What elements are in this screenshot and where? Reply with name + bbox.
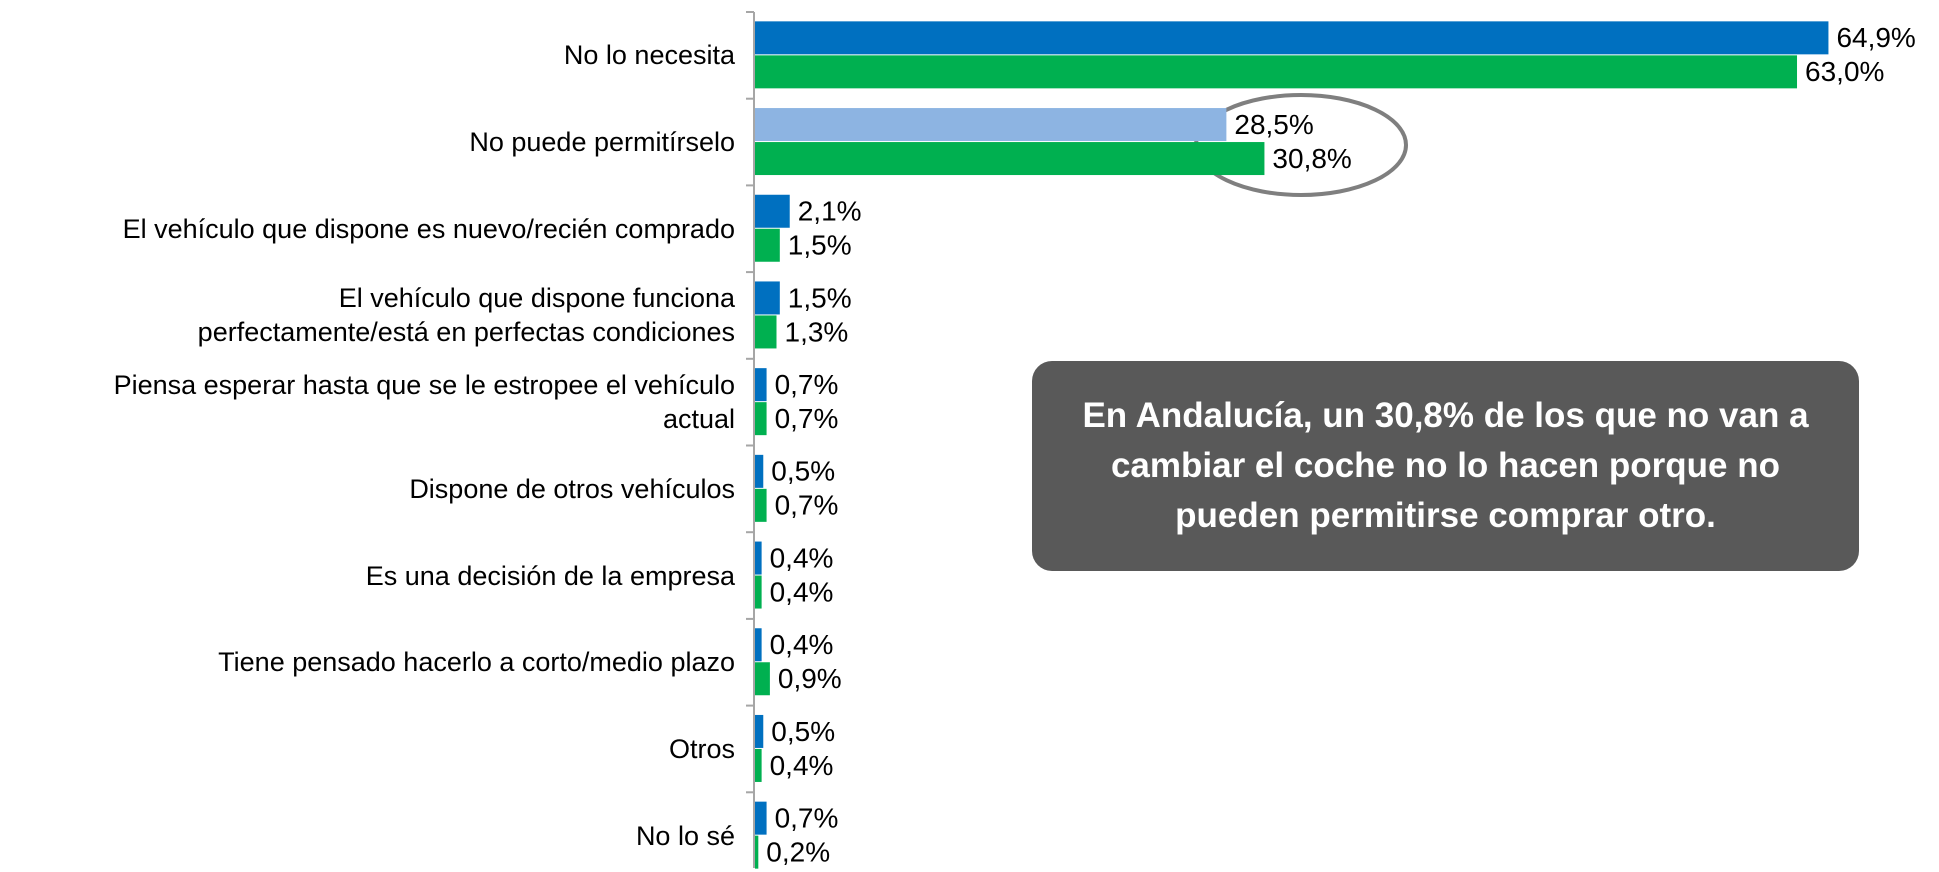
bar [755, 801, 767, 835]
bar [755, 315, 777, 349]
value-label: 0,4% [770, 750, 834, 781]
value-label: 63,0% [1805, 56, 1884, 87]
value-label: 0,7% [775, 403, 839, 434]
value-label: 64,9% [1836, 22, 1915, 53]
value-label: 0,4% [770, 629, 834, 660]
bar [755, 281, 780, 315]
category-label: Otros [668, 733, 735, 764]
value-label: 0,7% [775, 369, 839, 400]
value-label: 1,3% [785, 316, 849, 347]
bar [755, 628, 762, 662]
category-label: Dispone de otros vehículos [409, 473, 735, 504]
bar [755, 748, 762, 782]
category-label: No lo necesita [563, 40, 735, 71]
bar [755, 228, 780, 262]
bar [755, 454, 764, 488]
bar [755, 368, 767, 402]
category-label: Tiene pensado hacerlo a corto/medio plaz… [218, 647, 735, 678]
bar [755, 714, 764, 748]
bar [755, 835, 759, 869]
bar [755, 541, 762, 575]
bar [755, 488, 767, 522]
value-label: 28,5% [1234, 109, 1313, 140]
category-label: El vehículo que dispone es nuevo/recién … [122, 213, 735, 244]
value-label: 0,5% [771, 456, 835, 487]
value-label: 1,5% [788, 230, 852, 261]
bar [755, 194, 790, 228]
bar [755, 142, 1265, 176]
value-label: 0,5% [771, 716, 835, 747]
category-label: No lo sé [635, 820, 735, 851]
category-label: No puede permitírselo [469, 127, 735, 158]
category-label: Es una decisión de la empresa [365, 560, 735, 591]
value-label: 0,4% [770, 542, 834, 573]
value-label: 0,7% [775, 803, 839, 834]
bar [755, 21, 1829, 55]
category-label: El vehículo que dispone funciona perfect… [197, 283, 735, 348]
value-label: 0,9% [778, 663, 842, 694]
bar [755, 402, 767, 436]
bar [755, 575, 762, 609]
value-label: 0,4% [770, 576, 834, 607]
value-label: 0,7% [775, 490, 839, 521]
value-label: 1,5% [788, 282, 852, 313]
bar [755, 108, 1227, 142]
value-label: 2,1% [798, 196, 862, 227]
category-label: Piensa esperar hasta que se le estropee … [113, 370, 735, 435]
annotation-box: En Andalucía, un 30,8% de los que no van… [1032, 361, 1859, 571]
value-label: 30,8% [1272, 143, 1351, 174]
bar [755, 662, 770, 696]
value-label: 0,2% [766, 837, 830, 868]
bar [755, 55, 1798, 89]
